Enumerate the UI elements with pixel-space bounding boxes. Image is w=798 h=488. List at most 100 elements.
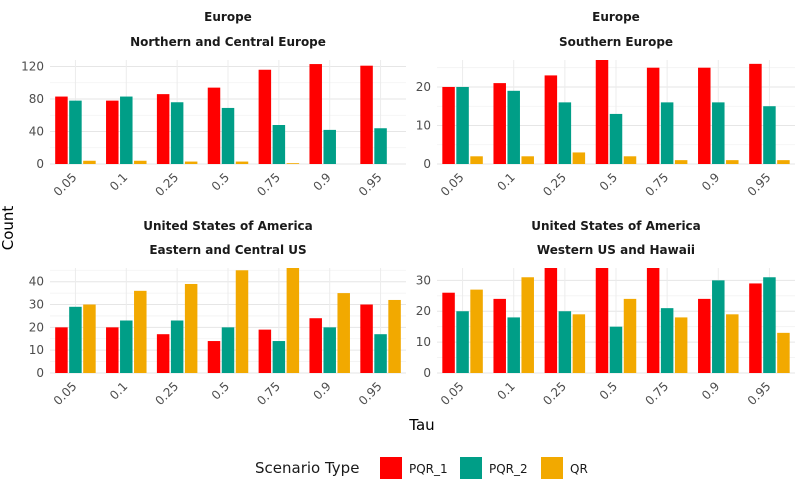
panel-strip-title: Northern and Central Europe (130, 35, 326, 49)
legend-title: Scenario Type (255, 459, 359, 477)
bar-qr-0.05 (83, 160, 96, 164)
bar-qr-0.25 (184, 161, 198, 164)
bar-pqr2-0.05 (456, 311, 469, 373)
legend-key-pqr1 (380, 457, 402, 479)
bar-pqr2-0.9 (712, 280, 725, 373)
y-tick-label: 0 (423, 157, 431, 171)
x-tick-label: 0.05 (438, 170, 467, 199)
x-axis-title: Tau (408, 416, 434, 434)
x-tick-label: 0.05 (438, 379, 467, 408)
x-tick-label: 0.9 (310, 170, 333, 193)
bar-pqr2-0.75 (272, 341, 286, 373)
bar-pqr1-0.75 (646, 67, 660, 164)
bar-qr-0.75 (286, 268, 300, 373)
bar-pqr1-0.95 (360, 65, 373, 164)
bar-pqr1-0.05 (442, 292, 455, 373)
bar-qr-0.95 (777, 332, 790, 373)
panels: Europe Northern and Central Europe 0 40 80 12… (21, 10, 795, 408)
bar-pqr1-0.5 (595, 268, 609, 373)
legend-label-qr: QR (570, 462, 588, 476)
x-tick-label: 0.9 (699, 379, 722, 402)
bar-pqr2-0.5 (221, 327, 235, 373)
bar-pqr1-0.9 (698, 67, 711, 164)
bar-pqr2-0.05 (69, 100, 82, 165)
bar-qr-0.5 (623, 156, 637, 164)
panel-3: United States of America Eastern and Cent… (29, 219, 406, 408)
y-tick-label: 80 (29, 92, 44, 106)
bar-pqr1-0.75 (258, 329, 272, 373)
bar-pqr1-0.05 (442, 86, 455, 164)
x-tick-label: 0.75 (254, 170, 283, 199)
bar-pqr2-0.75 (660, 308, 674, 373)
panel-1: Europe Northern and Central Europe 0 40 80 12… (21, 10, 406, 199)
y-tick-label: 10 (29, 343, 44, 357)
bar-pqr2-0.25 (558, 102, 572, 164)
bar-pqr2-0.05 (456, 86, 469, 164)
x-tick-label: 0.1 (494, 170, 517, 193)
x-tick-label: 0.5 (209, 170, 232, 193)
legend-key-qr (541, 457, 563, 479)
x-tick-label: 0.1 (494, 379, 517, 402)
bar-qr-0.5 (235, 270, 249, 373)
bar-pqr2-0.5 (609, 326, 623, 373)
bar-qr-0.1 (134, 160, 147, 164)
bar-pqr1-0.95 (360, 304, 373, 373)
bar-qr-0.9 (726, 160, 739, 164)
y-tick-label: 30 (29, 298, 44, 312)
y-tick-label: 0 (36, 157, 44, 171)
bar-pqr1-0.75 (646, 268, 660, 373)
bar-pqr1-0.75 (258, 69, 272, 164)
bar-pqr1-0.25 (544, 268, 558, 373)
panel-2: Europe Southern Europe 0 10 20 0.05 0.1 0.25 0.5… (416, 10, 795, 199)
bar-pqr2-0.5 (221, 107, 235, 164)
bar-pqr2-0.1 (507, 317, 520, 373)
legend-label-pqr2: PQR_2 (489, 462, 528, 476)
y-tick-label: 10 (416, 335, 431, 349)
x-tick-label: 0.25 (152, 379, 181, 408)
bar-qr-0.05 (470, 289, 483, 373)
bar-pqr1-0.95 (749, 63, 762, 164)
bar-pqr2-0.9 (323, 129, 336, 165)
bar-pqr2-0.1 (120, 320, 133, 373)
bar-pqr2-0.25 (170, 102, 184, 164)
y-tick-label: 0 (36, 366, 44, 380)
bar-pqr1-0.05 (55, 96, 68, 164)
legend: Scenario Type PQR_1 PQR_2 QR (255, 457, 588, 479)
y-tick-label: 20 (416, 304, 431, 318)
bar-qr-0.5 (235, 161, 249, 164)
bar-qr-0.9 (726, 314, 739, 373)
bar-pqr2-0.95 (763, 277, 776, 373)
bar-pqr1-0.25 (544, 75, 558, 164)
y-tick-label: 0 (423, 366, 431, 380)
y-tick-label: 40 (29, 125, 44, 139)
bar-pqr2-0.75 (272, 125, 286, 164)
bar-pqr1-0.5 (207, 87, 221, 165)
x-tick-label: 0.25 (540, 170, 569, 199)
bar-pqr2-0.9 (712, 102, 725, 164)
x-tick-label: 0.5 (209, 379, 232, 402)
x-tick-label: 0.95 (745, 379, 774, 408)
legend-key-pqr2 (460, 457, 482, 479)
bar-pqr1-0.1 (493, 298, 506, 373)
y-tick-label: 120 (21, 60, 44, 74)
x-tick-label: 0.75 (642, 379, 671, 408)
bar-pqr1-0.25 (156, 334, 170, 373)
panel-strip-top: United States of America (143, 219, 313, 233)
x-tick-label: 0.05 (51, 170, 80, 199)
panel-strip-title: Western US and Hawaii (537, 243, 695, 257)
panel-strip-title: Southern Europe (559, 35, 673, 49)
bar-pqr2-0.95 (763, 106, 776, 164)
panel-strip-title: Eastern and Central US (149, 243, 306, 257)
bar-qr-0.25 (572, 152, 586, 164)
y-tick-label: 10 (416, 118, 431, 132)
bar-pqr2-0.9 (323, 327, 336, 373)
bar-qr-0.95 (777, 160, 790, 164)
legend-label-pqr1: PQR_1 (409, 462, 448, 476)
bar-qr-0.05 (470, 156, 483, 164)
bar-qr-0.75 (674, 317, 688, 373)
bar-pqr2-0.95 (374, 334, 387, 373)
x-tick-label: 0.05 (51, 379, 80, 408)
x-tick-label: 0.5 (597, 379, 620, 402)
bar-qr-0.1 (521, 156, 534, 164)
